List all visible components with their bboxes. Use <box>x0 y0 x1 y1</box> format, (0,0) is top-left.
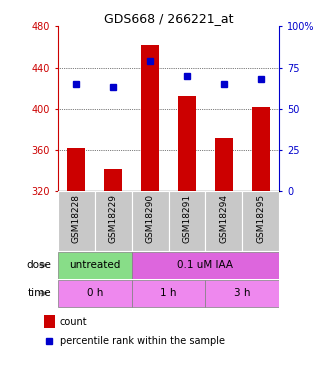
Bar <box>141 45 159 191</box>
Bar <box>215 138 233 191</box>
Text: GSM18228: GSM18228 <box>72 194 81 243</box>
Text: dose: dose <box>27 260 51 270</box>
Bar <box>252 106 270 191</box>
Bar <box>132 280 205 307</box>
Text: GSM18229: GSM18229 <box>108 194 118 243</box>
Text: GSM18290: GSM18290 <box>145 194 155 243</box>
Text: percentile rank within the sample: percentile rank within the sample <box>60 336 225 345</box>
Text: 1 h: 1 h <box>160 288 177 298</box>
Title: GDS668 / 266221_at: GDS668 / 266221_at <box>104 12 233 25</box>
Bar <box>67 148 85 191</box>
Bar <box>132 252 279 279</box>
Text: untreated: untreated <box>69 260 120 270</box>
Bar <box>58 191 95 251</box>
Bar <box>132 191 169 251</box>
Text: GSM18295: GSM18295 <box>256 194 265 243</box>
Text: count: count <box>60 317 87 327</box>
Bar <box>205 191 242 251</box>
Text: time: time <box>28 288 51 298</box>
Text: GSM18294: GSM18294 <box>219 194 229 243</box>
Bar <box>205 280 279 307</box>
Text: 0.1 uM IAA: 0.1 uM IAA <box>178 260 233 270</box>
Text: 3 h: 3 h <box>234 288 251 298</box>
Bar <box>58 252 132 279</box>
Text: GSM18291: GSM18291 <box>182 194 192 243</box>
Bar <box>169 191 205 251</box>
Bar <box>44 315 55 328</box>
Bar <box>95 191 132 251</box>
Bar <box>242 191 279 251</box>
Bar <box>104 169 122 191</box>
Text: 0 h: 0 h <box>86 288 103 298</box>
Bar <box>58 280 132 307</box>
Bar <box>178 96 196 191</box>
